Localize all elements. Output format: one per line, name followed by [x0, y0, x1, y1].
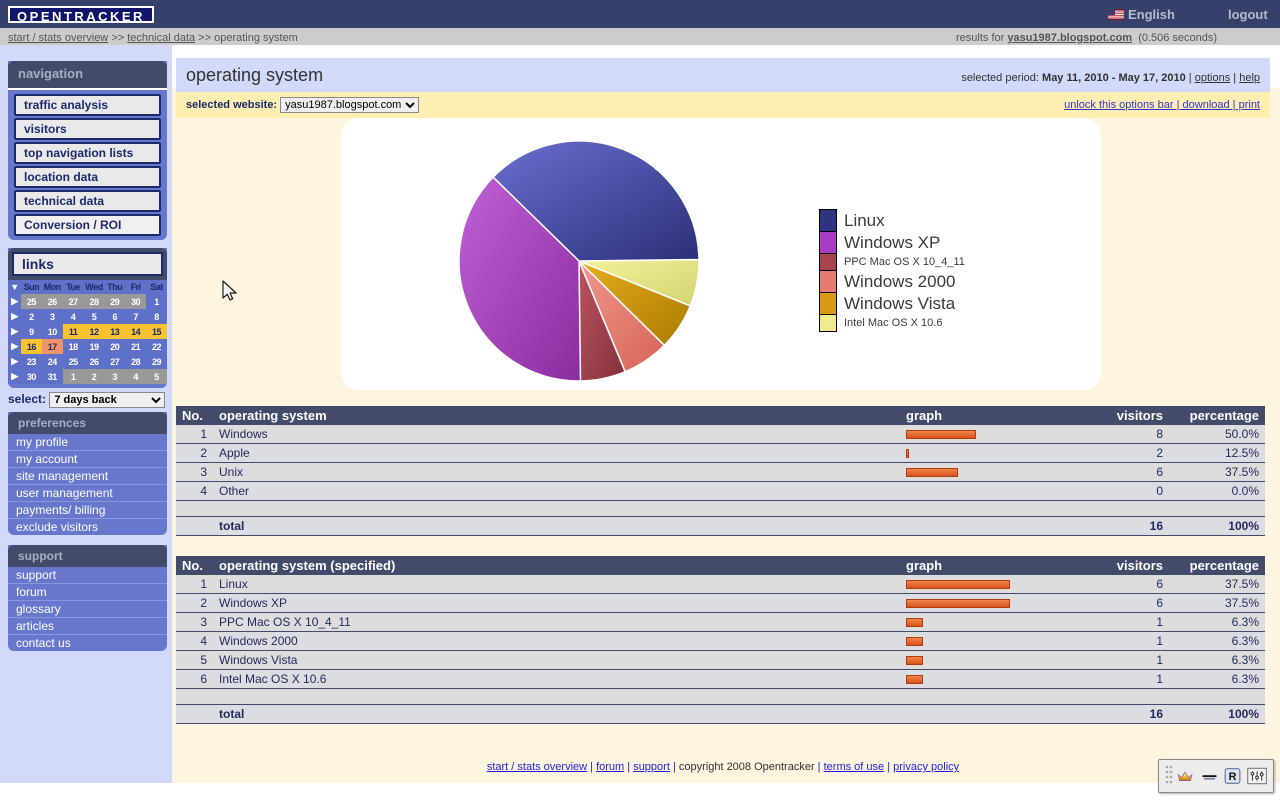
svg-text:R: R [1228, 771, 1236, 783]
